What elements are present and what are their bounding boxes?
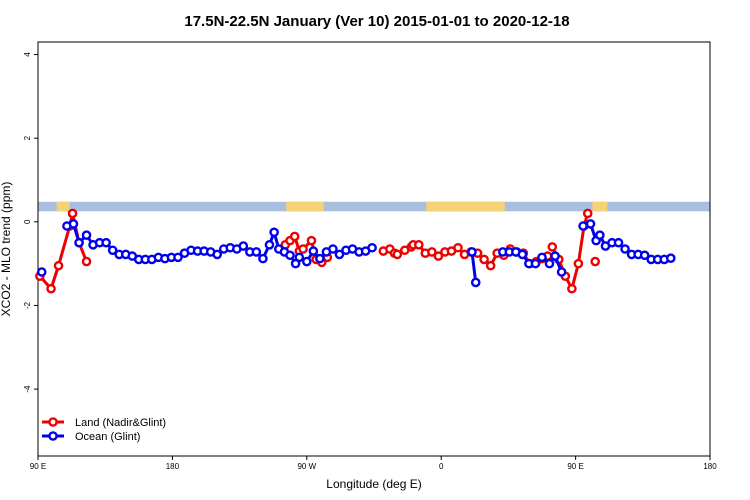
land-band-segment: [286, 201, 324, 212]
y-axis-label: XCO2 - MLO trend (ppm): [0, 182, 13, 317]
legend-swatch-point: [48, 431, 58, 441]
data-point: [238, 241, 249, 251]
legend-label: Land (Nadir&Glint): [75, 417, 166, 429]
data-point: [556, 267, 567, 277]
data-point: [264, 240, 275, 250]
data-point: [74, 237, 84, 248]
x-tick-label: 180: [703, 462, 717, 471]
data-point: [427, 247, 437, 257]
y-tick-label: -4: [23, 385, 32, 393]
data-point: [67, 208, 78, 219]
land-mask-band: [38, 201, 710, 212]
data-point: [81, 256, 92, 267]
data-point: [107, 245, 118, 256]
data-point: [308, 246, 319, 256]
y-tick-label: -2: [23, 301, 32, 309]
data-point: [433, 251, 444, 261]
land-band-segment: [56, 201, 70, 212]
data-point: [212, 249, 222, 260]
data-point: [578, 221, 588, 231]
data-point: [620, 244, 630, 254]
data-point: [666, 253, 676, 264]
data-point: [567, 283, 577, 294]
data-point: [639, 250, 650, 261]
data-point: [306, 235, 317, 246]
legend: Land (Nadir&Glint) Ocean (Glint): [42, 417, 166, 443]
series-layer: [35, 208, 676, 294]
series-line: [470, 251, 478, 283]
legend-swatch-point: [48, 417, 58, 427]
data-point: [590, 256, 601, 267]
data-point: [289, 231, 300, 242]
data-point: [173, 252, 183, 263]
x-tick-label: 90 W: [297, 462, 316, 471]
x-tick-label: 0: [439, 462, 444, 471]
chart-title: 17.5N-22.5N January (Ver 10) 2015-01-01 …: [184, 13, 569, 30]
plot-frame: [37, 41, 711, 457]
y-tick-label: 2: [23, 135, 32, 140]
data-point: [613, 237, 624, 248]
data-point: [68, 219, 79, 229]
series-ocean: [36, 219, 676, 288]
data-point: [101, 237, 111, 248]
land-band-segment: [592, 201, 608, 212]
data-point: [294, 252, 305, 263]
data-point: [36, 267, 47, 277]
land-band-segment: [426, 201, 505, 212]
data-point: [585, 219, 596, 229]
data-point: [258, 253, 268, 264]
data-point: [251, 247, 262, 257]
data-point: [81, 230, 92, 240]
data-point: [301, 256, 312, 267]
data-point: [547, 242, 558, 252]
data-point: [517, 249, 528, 260]
data-point: [328, 244, 338, 254]
data-point: [367, 242, 377, 253]
data-point: [269, 227, 279, 238]
data-point: [413, 240, 424, 250]
data-point: [537, 252, 547, 263]
y-tick-label: 4: [23, 52, 32, 57]
data-point: [544, 258, 555, 269]
x-tick-label: 90 E: [567, 462, 583, 471]
data-point: [470, 277, 481, 288]
data-point: [479, 254, 489, 265]
x-axis: 90 E 180 90 W 0 90 E 180: [30, 456, 717, 471]
data-point: [582, 208, 593, 219]
data-point: [550, 251, 560, 261]
data-point: [485, 260, 496, 271]
data-point: [573, 258, 584, 269]
x-axis-label: Longitude (deg E): [326, 477, 421, 491]
y-tick-label: 0: [23, 219, 32, 224]
y-axis: 4 2 0 -2 -4: [23, 52, 38, 393]
legend-label: Ocean (Glint): [75, 431, 140, 443]
data-point: [53, 260, 64, 271]
data-point: [392, 249, 403, 260]
x-tick-label: 90 E: [30, 462, 46, 471]
data-point: [298, 244, 308, 254]
x-tick-label: 180: [166, 462, 180, 471]
data-point: [285, 250, 295, 261]
data-point: [453, 242, 463, 253]
ocean-band: [38, 201, 710, 212]
data-point: [530, 258, 541, 269]
data-point: [46, 283, 56, 294]
data-point: [595, 230, 605, 240]
data-point: [315, 253, 325, 264]
data-point: [334, 249, 345, 260]
data-point: [467, 247, 477, 257]
